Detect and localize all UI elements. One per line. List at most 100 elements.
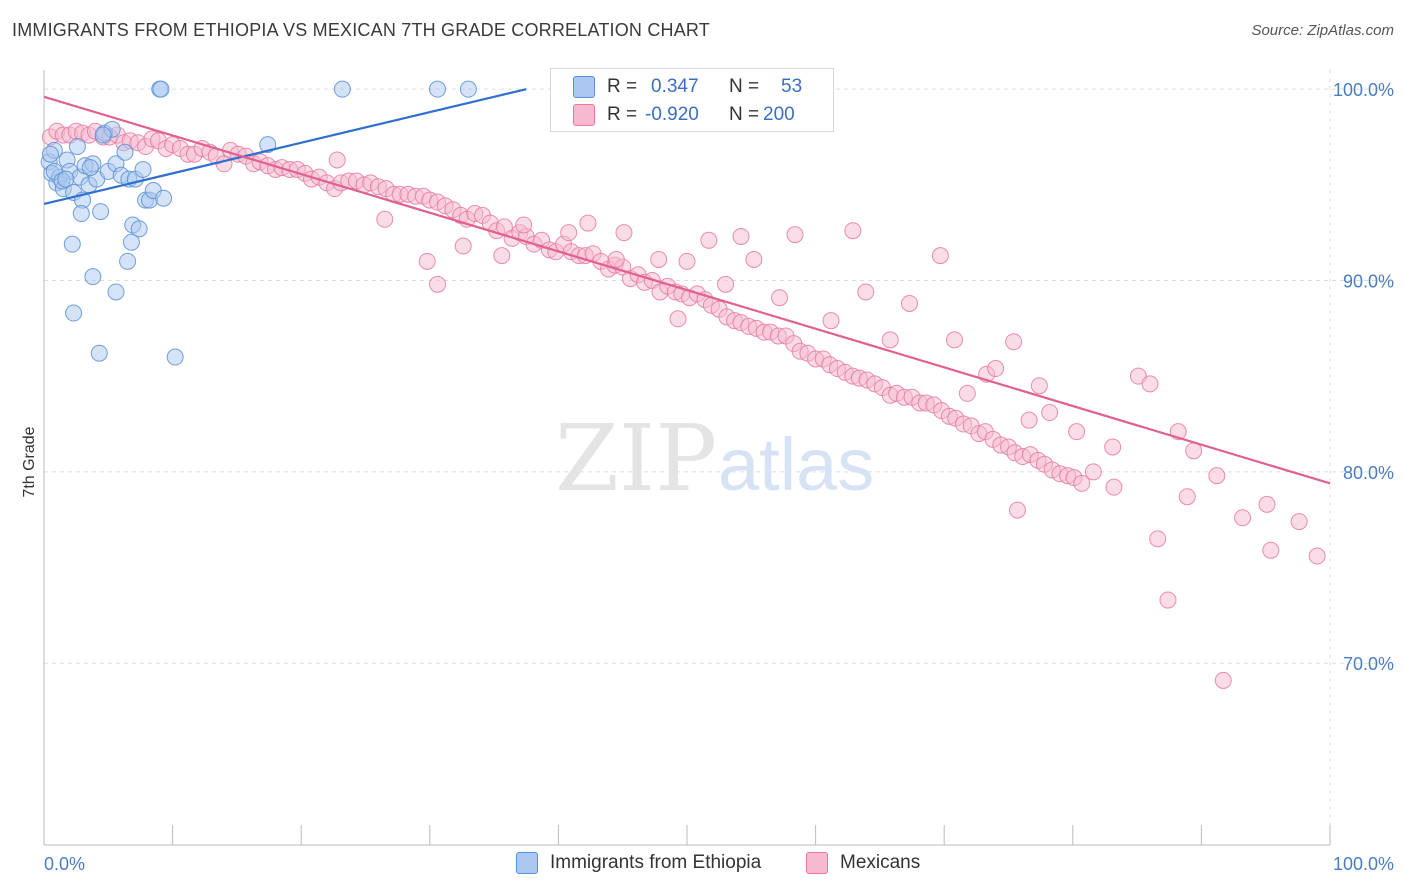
y-tick-label: 90.0% [1343,271,1394,291]
data-point [493,247,511,265]
y-axis-title: 7th Grade [21,426,38,497]
axes [43,70,1331,846]
data-point [900,294,918,312]
data-point [945,331,963,349]
trend-line [43,95,1331,485]
data-point [717,275,735,293]
data-point [515,216,533,234]
data-point [81,159,99,177]
data-point [418,252,436,270]
data-point [65,304,83,322]
stats-r-value: -0.920 [645,104,699,125]
data-point [857,283,875,301]
data-point [1149,530,1167,548]
data-point [41,145,59,163]
chart-title: IMMIGRANTS FROM ETHIOPIA VS MEXICAN 7TH … [12,20,711,40]
data-point [116,143,134,161]
data-point [1005,333,1023,351]
data-point [931,247,949,265]
data-point [1030,377,1048,395]
stats-n-value: 200 [763,104,795,125]
x-tick-label: 100.0% [1333,854,1394,874]
data-point [1234,509,1252,527]
legend-swatch-ethiopia [516,852,538,874]
data-point [1068,423,1086,441]
data-point [579,214,597,232]
data-point [68,138,86,156]
x-tick-label: 0.0% [44,854,85,874]
trend-lines [43,88,1331,485]
data-point [844,222,862,240]
data-point [822,312,840,330]
data-point [771,289,789,307]
data-point [669,310,687,328]
legend-item-ethiopia[interactable]: Immigrants from Ethiopia [516,852,761,874]
data-point [459,80,477,98]
legend-item-mexicans[interactable]: Mexicans [806,852,920,874]
stats-row-mexicans: R = -0.920 N = 200 [551,101,833,129]
y-tick-label: 100.0% [1333,80,1394,100]
data-point [90,344,108,362]
data-point [678,252,696,270]
data-point [130,220,148,238]
data-point [122,233,140,251]
data-point [429,275,447,293]
data-point [429,80,447,98]
data-point [1185,442,1203,460]
data-point [881,331,899,349]
stats-r-label: R = [607,76,638,97]
legend-swatch-mexicans [806,852,828,874]
stats-r-value: 0.347 [651,76,699,97]
data-point [57,170,75,188]
data-point [376,210,394,228]
data-point [650,250,668,268]
data-point [454,237,472,255]
data-point [155,189,173,207]
data-point [84,268,102,286]
stats-n-label: N = [729,104,760,125]
data-point [119,252,137,270]
data-point [1104,438,1122,456]
watermark: ZIP atlas [555,405,874,512]
data-point [745,250,763,268]
data-point [607,250,625,268]
legend-label-ethiopia: Immigrants from Ethiopia [550,852,762,873]
data-point [1073,474,1091,492]
data-point [107,283,125,301]
watermark-atlas: atlas [718,423,874,506]
data-point [615,224,633,242]
data-point [1009,501,1027,519]
data-point [166,348,184,366]
data-point [958,384,976,402]
data-point [732,227,750,245]
stats-legend: R = 0.347 N = 53 R = -0.920 N = 200 [550,68,834,132]
y-tick-label: 80.0% [1343,463,1394,483]
data-point [328,151,346,169]
stats-row-ethiopia: R = 0.347 N = 53 [551,73,833,101]
data-point [134,161,152,179]
stats-swatch-ethiopia [573,76,595,98]
source-label: Source: ZipAtlas.com [1251,22,1394,39]
data-point [1262,541,1280,559]
data-point [786,226,804,244]
legend-label-mexicans: Mexicans [840,852,921,873]
data-point [1020,411,1038,429]
data-point [987,360,1005,378]
stats-n-value: 53 [781,76,803,97]
data-point [1290,513,1308,531]
data-point [1041,404,1059,422]
data-point [1308,547,1326,565]
stats-r-label: R = [607,104,638,125]
stats-swatch-mexicans [573,104,595,126]
bottom-legend: Immigrants from Ethiopia Mexicans [0,850,1406,880]
data-point [1178,488,1196,506]
stats-n-label: N = [729,76,760,97]
data-point [1159,591,1177,609]
data-point [92,203,110,221]
data-point [1141,375,1159,393]
data-point [560,224,578,242]
data-point [1208,467,1226,485]
data-point [1084,463,1102,481]
data-point [700,231,718,249]
